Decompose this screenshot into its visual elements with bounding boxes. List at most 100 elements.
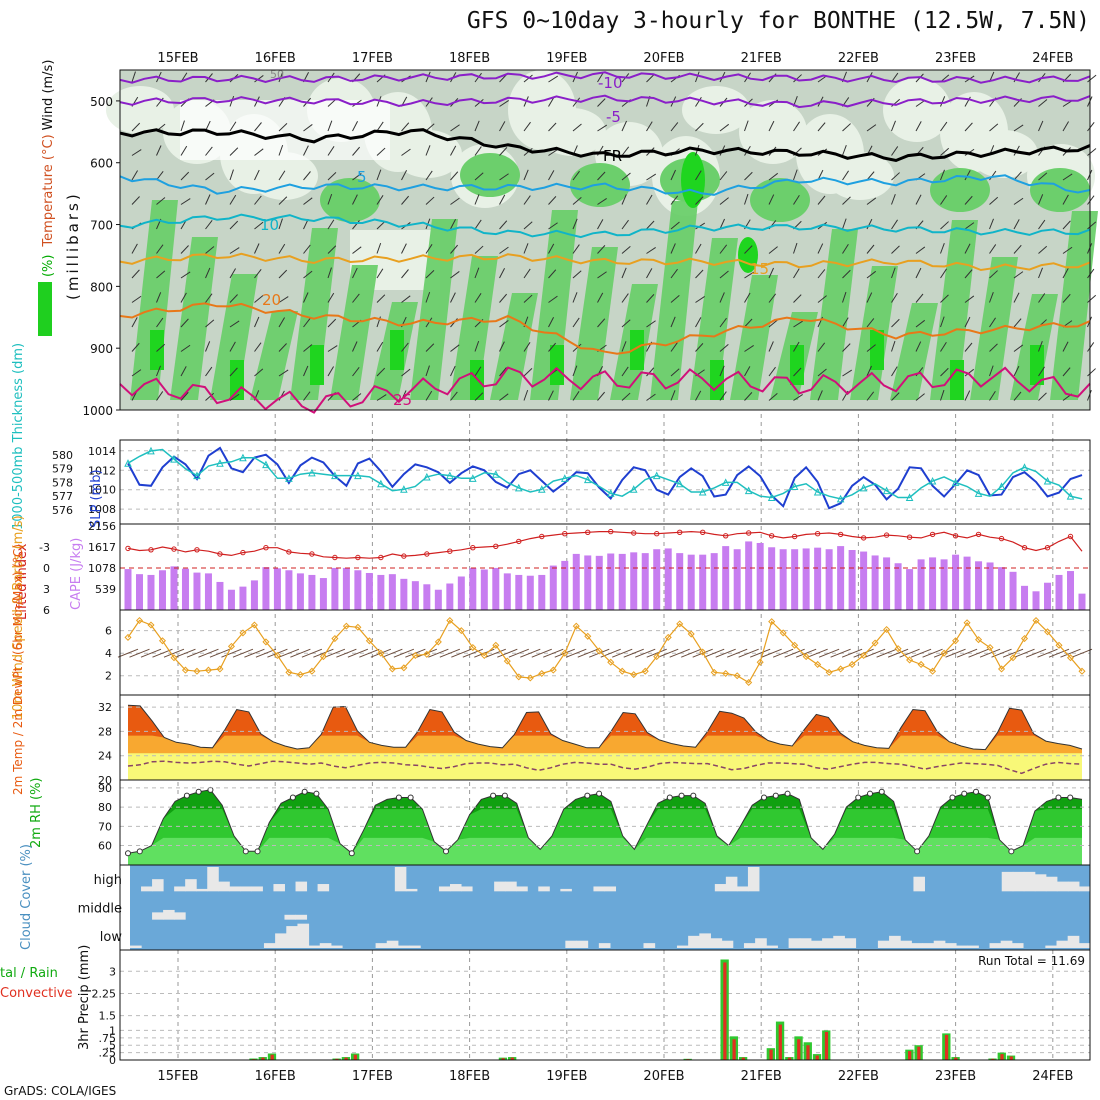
wind-barb xyxy=(450,197,460,205)
wind-barb xyxy=(768,172,779,181)
cape-bar xyxy=(630,552,638,610)
wind-barb xyxy=(621,194,627,205)
wind-barb xyxy=(572,343,582,352)
wind-barb xyxy=(719,365,725,377)
wind-barb xyxy=(1071,648,1093,658)
rh2m-tick-label: 80 xyxy=(98,801,112,814)
wind-speed-point xyxy=(388,665,396,673)
wind-speed-point xyxy=(561,649,569,657)
wind-speed-point xyxy=(480,651,488,659)
wind-barb xyxy=(376,221,386,230)
wind-barb xyxy=(1025,648,1047,658)
wind-speed-point xyxy=(664,633,672,641)
wind-speed-point xyxy=(584,632,592,640)
wind-barb xyxy=(352,293,360,303)
wind-barb xyxy=(180,198,191,205)
wind-barb xyxy=(352,194,358,205)
date-label-top: 20FEB xyxy=(643,51,684,66)
wind-barb xyxy=(450,365,456,377)
rh-moist-plume xyxy=(290,228,338,400)
wind-barb xyxy=(450,271,460,279)
wind-barb xyxy=(327,120,333,132)
wind-barb xyxy=(474,146,482,156)
wind-barb xyxy=(531,648,552,658)
wind-speed-point xyxy=(963,619,971,627)
wind-speed-point xyxy=(377,649,385,657)
cape-bar xyxy=(572,553,580,610)
cloud-low-bar xyxy=(1000,940,1013,948)
wind-barb xyxy=(817,295,827,303)
wind-barb xyxy=(768,366,776,377)
wind-barb xyxy=(695,343,704,352)
wind-barb xyxy=(1038,392,1047,401)
date-label-bottom: 16FEB xyxy=(255,1069,296,1084)
cape-bar xyxy=(837,546,845,610)
wind-barb xyxy=(744,292,751,303)
wind-barb xyxy=(915,267,922,279)
wind-barb xyxy=(899,648,920,658)
wind-barb xyxy=(646,268,653,279)
wind-barb xyxy=(670,268,678,279)
thickness-point xyxy=(193,471,201,480)
precip-convective-bar xyxy=(1000,1054,1004,1060)
wind-barb xyxy=(915,121,922,132)
rh-moist-blob xyxy=(750,178,810,222)
wind-barb xyxy=(915,194,922,205)
wind-barb xyxy=(352,246,362,254)
wind-speed-point xyxy=(411,651,419,659)
wind-barb xyxy=(670,342,678,352)
cloud-low-bar xyxy=(877,940,890,948)
wind-barb xyxy=(548,75,559,83)
credit-label: GrADS: COLA/IGES xyxy=(4,1084,117,1098)
cape-bar xyxy=(1067,571,1075,610)
wind-barb xyxy=(842,291,847,303)
wind-barb xyxy=(572,196,582,205)
wind-barb xyxy=(891,267,896,279)
wind-barb xyxy=(1038,341,1043,352)
wind-barb xyxy=(621,341,627,352)
wind-barb xyxy=(290,648,311,658)
cloud-low-bar xyxy=(397,945,410,948)
panel-frame xyxy=(119,949,1091,1061)
cloud-low-bar xyxy=(1078,943,1091,948)
wind-barb xyxy=(940,389,945,401)
cloud-high-bar xyxy=(538,886,550,892)
li-point xyxy=(883,532,890,538)
wind-barb xyxy=(229,247,240,254)
cloud-high-bar xyxy=(461,886,473,892)
li-point xyxy=(768,533,775,539)
wind-barb xyxy=(744,366,751,377)
wind-barb xyxy=(229,194,237,205)
wind-barb xyxy=(817,390,823,401)
cape-bar xyxy=(446,583,454,610)
cape-bar xyxy=(250,580,258,610)
rh2m-point xyxy=(407,794,414,801)
wind-barb xyxy=(548,295,558,303)
cloud-low-bar xyxy=(375,943,388,948)
wind-barb xyxy=(1013,344,1024,352)
rh-moist-blob xyxy=(320,178,380,222)
wind-barb xyxy=(186,648,208,658)
rh-saturated-patch xyxy=(870,330,884,370)
rh-low-patch xyxy=(739,100,807,164)
wind-barb xyxy=(548,222,558,230)
wind-speed-point xyxy=(998,665,1006,673)
precip-tick-label: 1 xyxy=(109,1024,116,1037)
cloud-low-bar xyxy=(598,943,611,948)
cloud-low-bar xyxy=(788,938,801,948)
wind-barb xyxy=(989,343,998,352)
thickness-point xyxy=(859,483,868,492)
wind-barb xyxy=(129,648,150,658)
wind-barb xyxy=(450,391,458,401)
thickness-point xyxy=(629,485,638,493)
wind-barb xyxy=(572,123,582,132)
wind-barb xyxy=(327,366,335,377)
cape-bar xyxy=(722,546,730,610)
wind-barb xyxy=(548,122,557,132)
wind-barb xyxy=(744,120,749,132)
wind-speed-point xyxy=(618,667,626,675)
rh-moist-plume xyxy=(890,303,938,400)
wind-barb xyxy=(749,648,771,658)
isotherm-FR xyxy=(119,128,1091,163)
precip-convective-bar xyxy=(501,1058,505,1060)
